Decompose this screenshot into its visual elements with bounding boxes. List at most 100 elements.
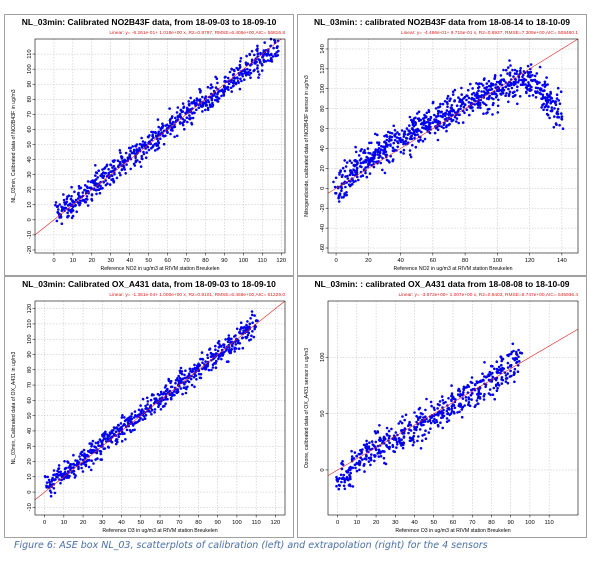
data-point	[502, 88, 506, 92]
data-point	[409, 439, 412, 443]
data-point	[477, 89, 480, 93]
data-point	[73, 190, 76, 194]
data-point	[388, 135, 392, 138]
data-point	[228, 70, 232, 74]
data-point	[470, 376, 474, 379]
data-point	[450, 398, 453, 402]
data-point	[49, 491, 53, 494]
data-point	[134, 160, 137, 164]
data-point	[441, 102, 445, 106]
data-point	[338, 477, 341, 480]
data-point	[376, 141, 379, 144]
data-point	[355, 455, 359, 458]
y-axis-label: NL_03min, Calibrated data of NO2B43F in …	[11, 89, 17, 202]
data-point	[485, 112, 488, 115]
data-point	[139, 410, 143, 413]
data-point	[336, 479, 340, 483]
data-point	[387, 139, 391, 143]
chart-panel-top-left: NL_03min: Calibrated NO2B43F data, from …	[4, 14, 294, 276]
data-point	[141, 397, 145, 401]
data-point	[273, 52, 277, 56]
data-point	[222, 85, 226, 89]
data-point	[188, 367, 192, 371]
data-point	[402, 135, 406, 138]
data-point	[409, 429, 413, 432]
y-tick-label: 80	[27, 367, 33, 373]
data-point	[337, 196, 340, 200]
data-point	[186, 120, 189, 124]
data-point	[509, 364, 513, 368]
data-point	[446, 105, 449, 108]
data-point	[170, 385, 174, 389]
data-point	[354, 466, 357, 470]
data-point	[412, 431, 416, 435]
data-point	[458, 404, 462, 407]
data-point	[417, 418, 420, 421]
data-point	[107, 168, 110, 171]
data-point	[428, 418, 432, 422]
data-point	[91, 439, 95, 443]
data-point	[348, 173, 352, 177]
data-point	[338, 192, 342, 195]
data-point	[179, 377, 182, 381]
data-point	[379, 450, 383, 454]
data-point	[531, 94, 535, 97]
data-point	[230, 337, 233, 341]
data-point	[487, 96, 491, 99]
data-point	[560, 117, 563, 121]
data-point	[93, 445, 96, 448]
data-point	[277, 49, 280, 53]
data-point	[132, 150, 136, 154]
data-point	[247, 331, 251, 335]
data-point	[214, 366, 218, 369]
data-point	[62, 472, 66, 476]
data-point	[86, 204, 90, 207]
data-point	[191, 116, 195, 120]
data-point	[543, 105, 547, 109]
data-point	[400, 421, 404, 425]
data-point	[379, 148, 383, 151]
data-point	[475, 91, 479, 94]
data-point	[461, 101, 465, 105]
data-point	[231, 73, 235, 77]
data-point	[483, 86, 486, 90]
data-point	[483, 93, 486, 97]
data-point	[467, 96, 471, 100]
data-point	[437, 110, 441, 113]
data-point	[175, 388, 178, 391]
data-point	[256, 66, 259, 70]
data-point	[354, 150, 358, 154]
data-point	[230, 347, 233, 351]
data-point	[445, 117, 448, 120]
data-point	[244, 72, 248, 76]
data-point	[400, 129, 404, 132]
data-point	[389, 154, 392, 158]
data-point	[354, 171, 358, 174]
data-point	[467, 385, 471, 388]
data-point	[470, 97, 473, 101]
data-point	[511, 342, 515, 346]
data-point	[340, 175, 344, 178]
chart-no2-extrapolation: NL_03min: : calibrated NO2B43F data from…	[304, 17, 578, 272]
data-point	[65, 197, 69, 201]
data-point	[512, 75, 515, 78]
data-point	[204, 360, 207, 363]
data-point	[154, 142, 157, 146]
data-point	[182, 106, 185, 110]
data-point	[227, 82, 231, 86]
y-tick-label: 0	[27, 218, 33, 221]
data-point	[335, 484, 338, 488]
data-point	[350, 455, 354, 458]
data-point	[355, 166, 359, 170]
data-point	[70, 471, 73, 474]
data-point	[557, 99, 560, 102]
data-point	[238, 65, 242, 69]
y-tick-label: 110	[27, 319, 33, 328]
x-tick-label: 50	[145, 258, 151, 264]
data-point	[453, 400, 457, 404]
data-point	[388, 441, 391, 445]
data-point	[234, 82, 238, 86]
data-point	[356, 175, 359, 179]
data-point	[66, 470, 70, 473]
data-point	[543, 89, 546, 92]
